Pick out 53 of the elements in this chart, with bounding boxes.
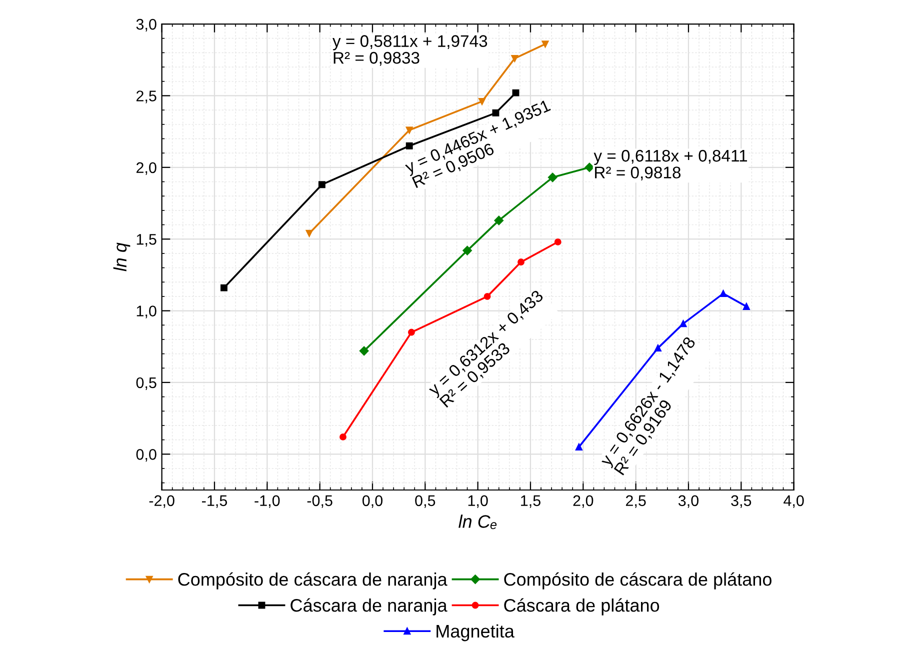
point [680,320,687,328]
annotation: y = 0,6118x + 0,8411 R² = 0,9818 [594,150,748,180]
point [575,444,582,450]
point [492,109,500,116]
x-tick-label: 4,0 [784,495,804,508]
point [554,238,562,246]
point [478,98,486,105]
point [306,230,313,237]
point [462,246,472,256]
legend-label: Compósito de cáscara de plátano [504,572,772,590]
point [359,346,369,356]
point [720,290,727,298]
x-tick-label: 2,0 [573,495,594,508]
point [742,302,750,310]
x-tick-label: -2,0 [149,495,174,508]
point [548,172,558,182]
x-tick-label: -1,5 [202,495,228,508]
point [318,181,326,188]
x-tick-label: 3,5 [731,495,752,508]
point [406,126,413,134]
legend-label: Magnetita [436,624,514,642]
point [406,142,413,150]
x-axis-title: ln Cₑ [458,514,497,530]
point [494,216,504,226]
y-tick-label: 2,0 [136,162,156,175]
y-tick-label: 3,0 [136,18,156,32]
y-tick-label: 0,0 [136,449,156,462]
y-axis-title: ln q [113,242,130,272]
point [408,328,415,336]
y-tick-label: 1,0 [136,306,156,318]
x-tick-label: 0,5 [415,495,436,508]
point [542,40,549,48]
point [584,162,594,172]
x-tick-label: -0,5 [307,495,332,508]
x-tick-label: 0,0 [362,495,383,508]
x-tick-label: -1,0 [254,495,280,508]
legend-label: Cáscara de plátano [504,598,660,616]
x-tick-label: 1,5 [521,495,540,508]
point [518,258,524,266]
y-tick-label: 1,5 [136,234,156,247]
x-tick-label: 2,5 [626,495,646,508]
x-tick-label: 1,0 [468,495,488,508]
point [340,433,346,440]
x-tick-label: 3,0 [678,495,699,508]
annotation: y = 0,5811x + 1,9743 R² = 0,9833 [332,35,488,66]
point [220,284,228,292]
legend-label: Cáscara de naranja [290,598,448,616]
point [484,292,491,300]
point [511,54,518,62]
legend-label: Compósito de cáscara de naranja [178,572,448,590]
y-tick-label: 2,5 [136,90,156,104]
point [512,89,520,96]
y-tick-label: 0,5 [136,377,156,390]
